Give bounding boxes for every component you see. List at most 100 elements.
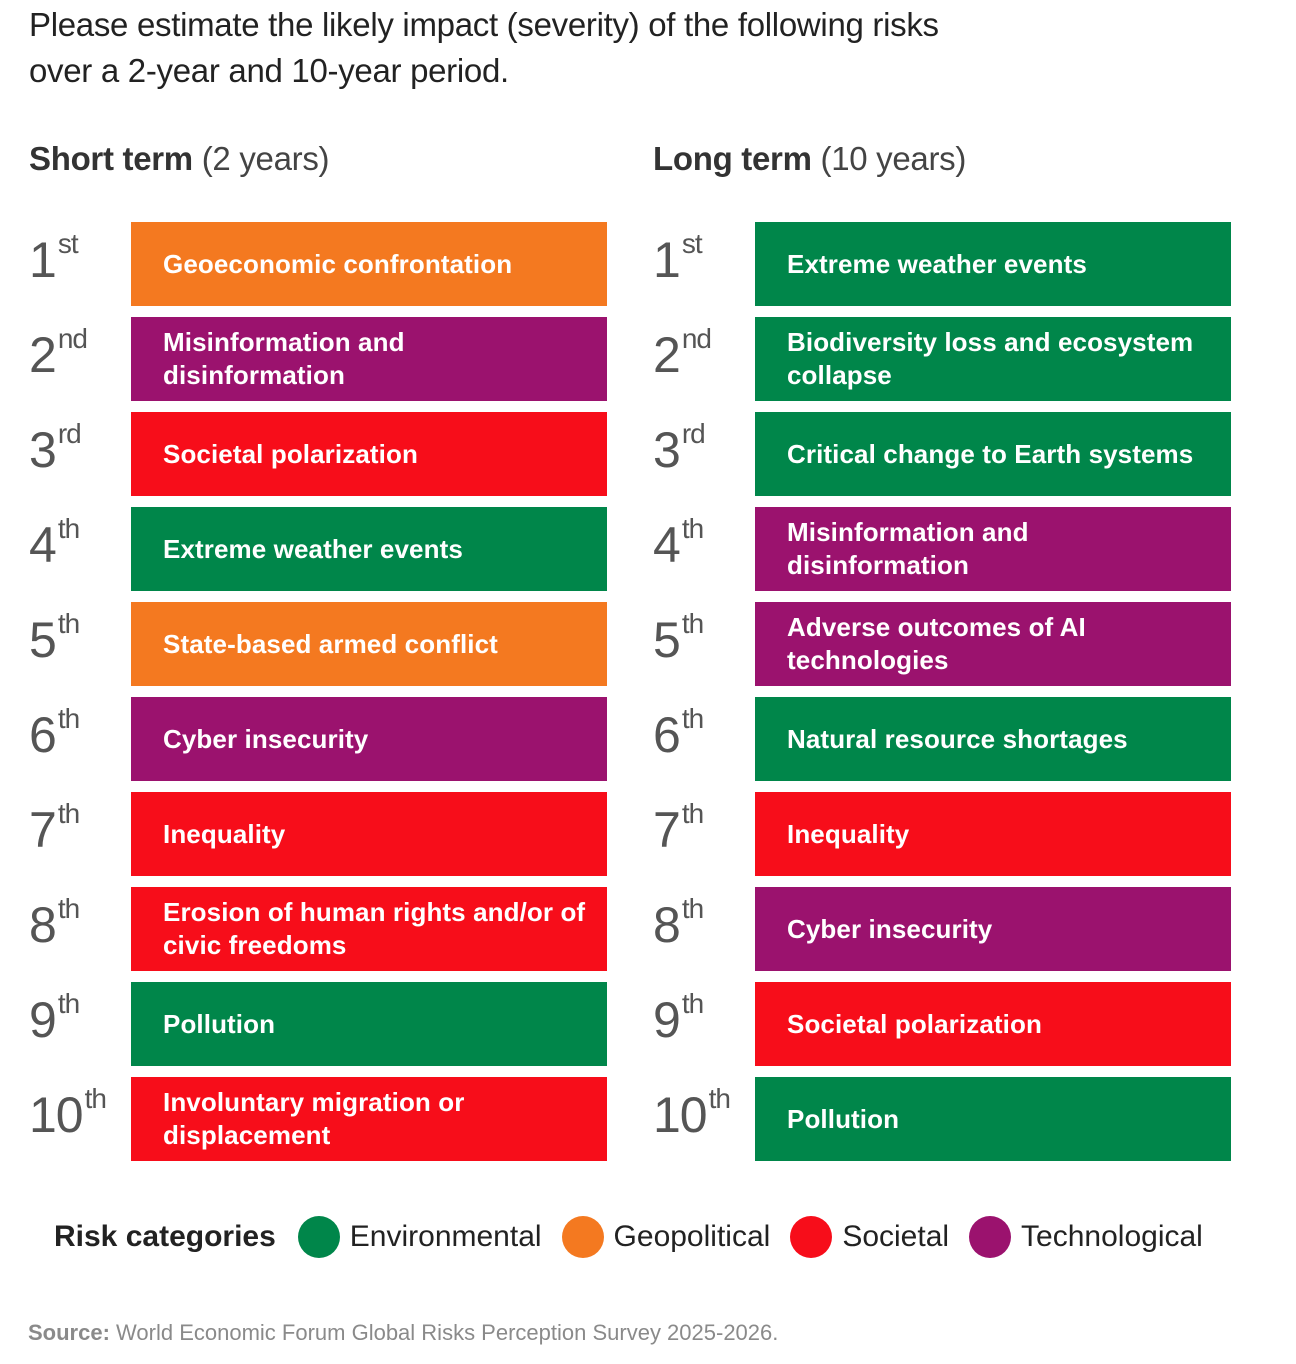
risk-label: Natural resource shortages: [787, 723, 1128, 754]
rank-label: 4th: [653, 515, 704, 575]
rank-row: 6th Cyber insecurity: [29, 697, 607, 781]
rank-suffix: th: [57, 513, 80, 544]
rank-label: 7th: [29, 800, 80, 860]
rank-row: 8th Erosion of human rights and/or of civ…: [29, 887, 607, 971]
rank-label: 10th: [653, 1085, 731, 1145]
rank-number: 8: [29, 897, 57, 953]
risk-bar: Erosion of human rights and/or of civic …: [131, 887, 607, 971]
risk-bar: Cyber insecurity: [131, 697, 607, 781]
rank-number: 4: [29, 517, 57, 573]
risk-label: Erosion of human rights and/or of civic …: [163, 897, 586, 960]
rank-number: 9: [653, 992, 681, 1048]
legend-dot-icon: [561, 1216, 604, 1258]
legend-label: Technological: [1021, 1220, 1203, 1253]
rank-label: 9th: [653, 990, 704, 1050]
risk-label: Inequality: [787, 818, 910, 849]
risk-bar: Extreme weather events: [755, 222, 1231, 306]
long-term-ranking: 1st Extreme weather events 2nd Biodiversity…: [653, 222, 1231, 1172]
rank-row: 5th State-based armed conflict: [29, 602, 607, 686]
risk-label: Extreme weather events: [787, 248, 1087, 279]
rank-row: 8th Cyber insecurity: [653, 887, 1231, 971]
rank-row: 6th Natural resource shortages: [653, 697, 1231, 781]
rank-row: 5th Adverse outcomes of AI technologies: [653, 602, 1231, 686]
legend-dot-icon: [297, 1216, 340, 1258]
risk-label: Cyber insecurity: [163, 723, 369, 754]
risk-bar: Involuntary migration or displacement: [131, 1077, 607, 1161]
short-term-title: Short term (2 years): [29, 140, 330, 178]
risk-bar: Societal polarization: [755, 982, 1231, 1066]
legend-label: Geopolitical: [613, 1220, 771, 1253]
rank-row: 9th Societal polarization: [653, 982, 1231, 1066]
rank-suffix: th: [57, 893, 80, 924]
rank-label: 8th: [29, 893, 80, 955]
rank-row: 4th Misinformation and disinformation: [653, 507, 1231, 591]
rank-suffix: rd: [681, 418, 706, 449]
risk-bar: Biodiversity loss and ecosystem collapse: [755, 317, 1231, 401]
source-label: Source:: [28, 1320, 110, 1345]
rank-number: 7: [29, 802, 57, 858]
risk-bar: Misinformation and disinformation: [755, 507, 1231, 591]
legend: Risk categories Environmental Geopolitica…: [54, 1216, 1223, 1258]
rank-row: 9th Pollution: [29, 982, 607, 1066]
risk-label: Misinformation and disinformation: [787, 517, 1029, 580]
rank-label: 4th: [29, 513, 80, 575]
rank-row: 10th Involuntary migration or displacemen…: [29, 1077, 607, 1161]
rank-suffix: th: [681, 703, 704, 734]
risk-label: Pollution: [787, 1103, 900, 1134]
risk-label: Biodiversity loss and ecosystem collapse: [787, 327, 1194, 390]
rank-number: 2: [29, 327, 57, 383]
risk-label: Adverse outcomes of AI technologies: [787, 612, 1086, 675]
rank-suffix: rd: [57, 418, 82, 449]
rank-label: 3rd: [653, 418, 706, 480]
risk-label: Pollution: [163, 1008, 276, 1039]
risk-label: Inequality: [163, 818, 286, 849]
risk-label: Geoeconomic confrontation: [163, 248, 513, 279]
rank-suffix: nd: [681, 323, 712, 354]
rank-label: 2nd: [653, 323, 712, 385]
rank-suffix: st: [681, 228, 703, 259]
short-term-title-bold: Short term: [29, 140, 193, 177]
risk-bar: Misinformation and disinformation: [131, 317, 607, 401]
intro-question: Please estimate the likely impact (sever…: [29, 6, 939, 89]
risk-label: Misinformation and disinformation: [163, 327, 405, 390]
rank-suffix: th: [84, 1083, 107, 1114]
rank-row: 1st Geoeconomic confrontation: [29, 222, 607, 306]
rank-number: 3: [653, 422, 681, 478]
rank-label: 10th: [29, 1083, 107, 1145]
rank-suffix: th: [681, 798, 704, 829]
long-term-title: Long term (10 years): [653, 140, 966, 178]
rank-number: 1: [653, 232, 681, 288]
rank-row: 10th Pollution: [653, 1077, 1231, 1161]
rank-suffix: nd: [57, 323, 88, 354]
rank-row: 2nd Misinformation and disinformation: [29, 317, 607, 401]
rank-number: 3: [29, 422, 57, 478]
rank-suffix: th: [681, 608, 704, 639]
rank-suffix: th: [681, 893, 704, 924]
legend-title: Risk categories: [54, 1220, 276, 1253]
rank-number: 6: [29, 707, 57, 763]
rank-number: 9: [29, 992, 57, 1048]
rank-label: 3rd: [29, 418, 82, 480]
legend-item: Geopolitical: [561, 1216, 771, 1258]
risk-label: Critical change to Earth systems: [787, 438, 1194, 469]
risk-bar: Pollution: [755, 1077, 1231, 1161]
rank-number: 6: [653, 707, 681, 763]
risk-bar: Pollution: [131, 982, 607, 1066]
risk-bar: Adverse outcomes of AI technologies: [755, 602, 1231, 686]
risk-bar: Natural resource shortages: [755, 697, 1231, 781]
long-term-title-sub: (10 years): [820, 140, 967, 177]
risk-bar: Inequality: [131, 792, 607, 876]
long-term-title-bold: Long term: [653, 140, 812, 177]
legend-items: Environmental Geopolitical Societal Technol…: [297, 1216, 1223, 1258]
risk-bar: Extreme weather events: [131, 507, 607, 591]
rank-suffix: st: [57, 228, 79, 259]
risk-label: Involuntary migration or displacement: [163, 1087, 465, 1150]
rank-label: 1st: [29, 228, 79, 290]
source-note: Source: World Economic Forum Global Risk…: [28, 1320, 778, 1346]
legend-dot-icon: [790, 1216, 833, 1258]
legend-item: Environmental: [297, 1216, 542, 1258]
risk-label: State-based armed conflict: [163, 628, 498, 659]
legend-item: Technological: [969, 1216, 1203, 1258]
legend-label: Environmental: [349, 1220, 542, 1253]
rank-label: 5th: [29, 610, 80, 670]
